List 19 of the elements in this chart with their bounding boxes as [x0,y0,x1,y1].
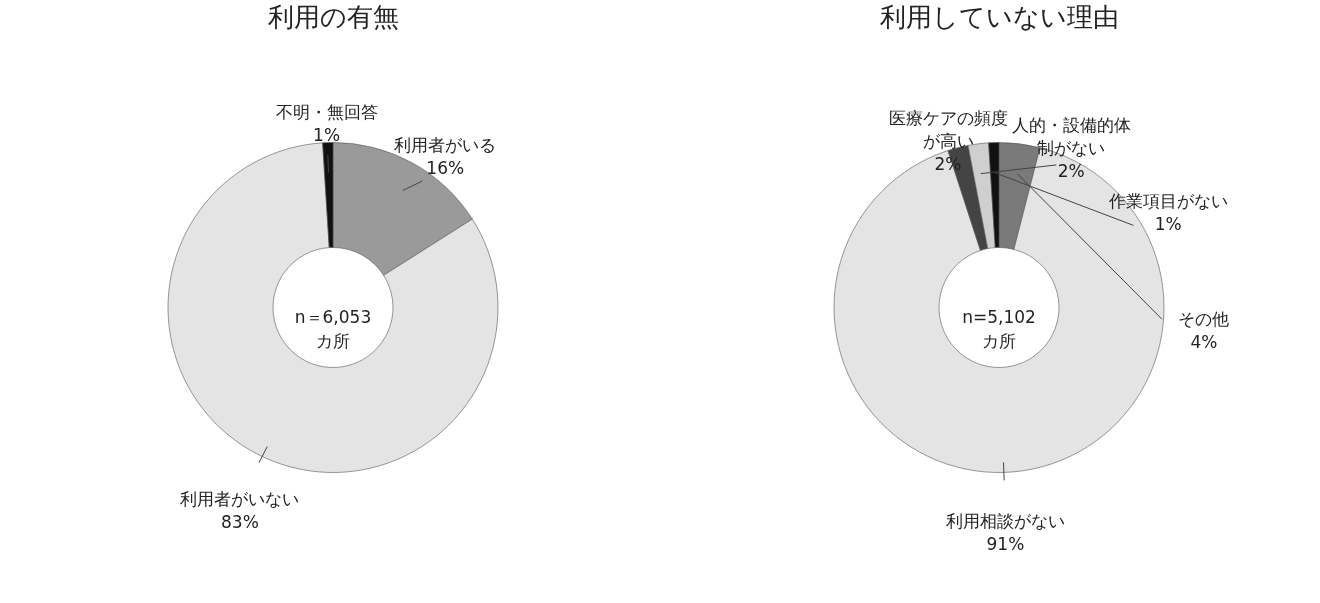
data-label: 4% [1190,331,1218,352]
data-label: 91% [986,534,1025,555]
text: n=5,102 カ所 [962,306,1036,351]
chart-title: 利用の有無 [267,2,399,32]
slice-label: 利用者がいない [180,489,300,510]
data-label: 1% [313,124,341,145]
data-label: 1% [1154,213,1182,234]
slice-label: 作業項目がない [1107,190,1228,211]
data-label: 83% [221,512,259,533]
slice-label: その他 [1178,308,1230,329]
slice-label: 利用者がいる [394,134,497,155]
slice-label: 人的・設備的体制がない [1011,114,1131,158]
text: n＝6,053 カ所 [294,306,372,351]
slice-label: 医療ケアの頻度が高い [888,107,1008,151]
chart-title: 利用していない理由 [879,2,1119,32]
slice-label: 不明・無回答 [275,101,378,122]
data-label: 2% [1057,160,1085,181]
slice-label: 利用相談がない [945,511,1065,532]
data-label: 16% [426,157,465,178]
